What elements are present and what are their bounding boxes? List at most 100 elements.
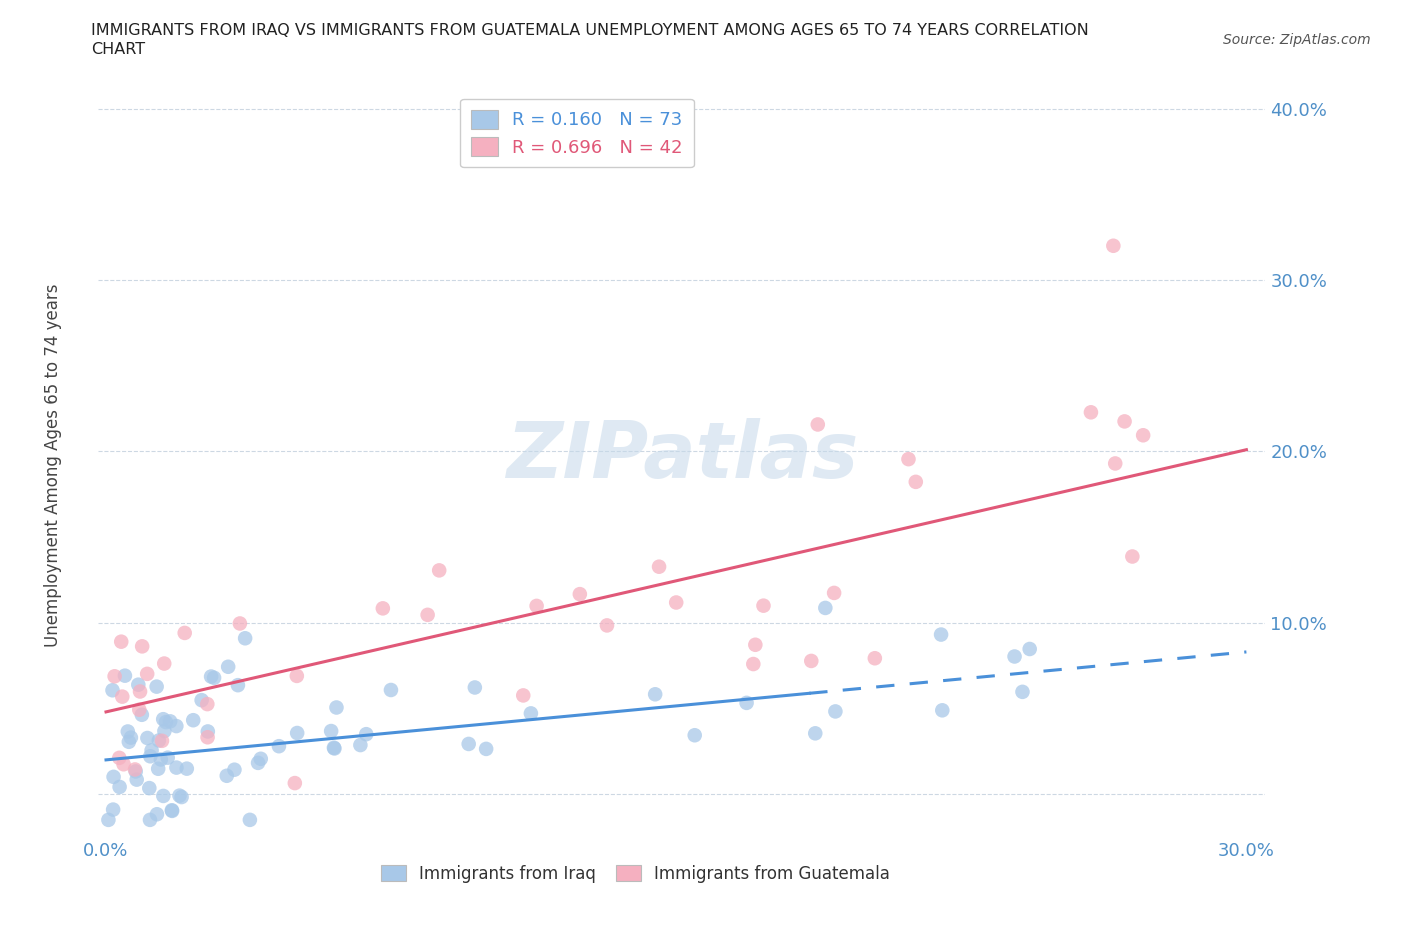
Point: [683, 728, 706, 743]
Point: [247, 755, 270, 770]
Point: [202, 671, 225, 685]
Point: [129, 684, 152, 699]
Point: [239, 813, 262, 828]
Legend: Immigrants from Iraq, Immigrants from Guatemala: Immigrants from Iraq, Immigrants from Gu…: [374, 858, 897, 890]
Point: [824, 704, 846, 719]
Point: [644, 687, 666, 702]
Point: [190, 693, 212, 708]
Point: [427, 563, 450, 578]
Point: [181, 712, 204, 727]
Point: [197, 724, 219, 739]
Point: [249, 751, 271, 766]
Point: [904, 474, 927, 489]
Point: [148, 762, 170, 777]
Point: [648, 559, 671, 574]
Point: [464, 680, 486, 695]
Point: [744, 637, 766, 652]
Point: [229, 616, 252, 631]
Point: [152, 711, 174, 726]
Point: [156, 751, 179, 765]
Point: [153, 656, 176, 671]
Point: [153, 724, 176, 738]
Point: [233, 631, 256, 645]
Point: [804, 726, 827, 741]
Point: [173, 626, 195, 641]
Point: [735, 696, 758, 711]
Point: [1121, 549, 1143, 564]
Point: [800, 654, 823, 669]
Point: [200, 669, 222, 684]
Point: [127, 677, 149, 692]
Text: IMMIGRANTS FROM IRAQ VS IMMIGRANTS FROM GUATEMALA UNEMPLOYMENT AMONG AGES 65 TO : IMMIGRANTS FROM IRAQ VS IMMIGRANTS FROM …: [91, 23, 1090, 38]
Point: [108, 779, 131, 794]
Point: [136, 667, 159, 682]
Point: [149, 752, 172, 767]
Point: [215, 768, 238, 783]
Point: [160, 804, 183, 818]
Point: [742, 657, 765, 671]
Point: [97, 813, 120, 828]
Point: [165, 719, 187, 734]
Text: Source: ZipAtlas.com: Source: ZipAtlas.com: [1223, 33, 1371, 46]
Point: [1104, 456, 1126, 471]
Point: [1004, 649, 1026, 664]
Point: [131, 639, 153, 654]
Point: [897, 452, 920, 467]
Point: [104, 669, 127, 684]
Point: [526, 599, 548, 614]
Point: [512, 688, 534, 703]
Point: [165, 760, 187, 775]
Point: [354, 726, 377, 741]
Point: [118, 735, 141, 750]
Point: [169, 789, 191, 804]
Point: [141, 743, 163, 758]
Point: [124, 762, 146, 777]
Point: [136, 731, 159, 746]
Point: [1080, 405, 1102, 419]
Point: [285, 725, 308, 740]
Point: [931, 703, 953, 718]
Point: [226, 678, 249, 693]
Point: [217, 659, 239, 674]
Point: [325, 700, 347, 715]
Point: [103, 769, 125, 784]
Point: [752, 598, 775, 613]
Point: [863, 651, 886, 666]
Point: [150, 734, 173, 749]
Point: [101, 683, 124, 698]
Text: CHART: CHART: [91, 42, 145, 57]
Point: [139, 749, 162, 764]
Point: [146, 807, 169, 822]
Point: [128, 702, 150, 717]
Point: [224, 763, 246, 777]
Point: [520, 706, 543, 721]
Point: [159, 714, 181, 729]
Text: ZIPatlas: ZIPatlas: [506, 418, 858, 494]
Point: [195, 697, 218, 711]
Point: [416, 607, 439, 622]
Point: [457, 737, 479, 751]
Point: [596, 618, 619, 632]
Point: [284, 776, 307, 790]
Point: [110, 634, 132, 649]
Point: [120, 730, 142, 745]
Point: [117, 724, 139, 739]
Point: [112, 757, 135, 772]
Text: Unemployment Among Ages 65 to 74 years: Unemployment Among Ages 65 to 74 years: [45, 284, 62, 646]
Point: [568, 587, 591, 602]
Point: [125, 772, 148, 787]
Point: [807, 417, 830, 432]
Point: [160, 803, 183, 817]
Point: [131, 708, 153, 723]
Point: [665, 595, 688, 610]
Point: [323, 741, 346, 756]
Point: [371, 601, 394, 616]
Point: [285, 669, 308, 684]
Point: [176, 762, 198, 777]
Point: [152, 789, 174, 804]
Point: [380, 683, 402, 698]
Point: [125, 764, 148, 779]
Point: [197, 730, 219, 745]
Point: [267, 738, 290, 753]
Point: [139, 813, 162, 828]
